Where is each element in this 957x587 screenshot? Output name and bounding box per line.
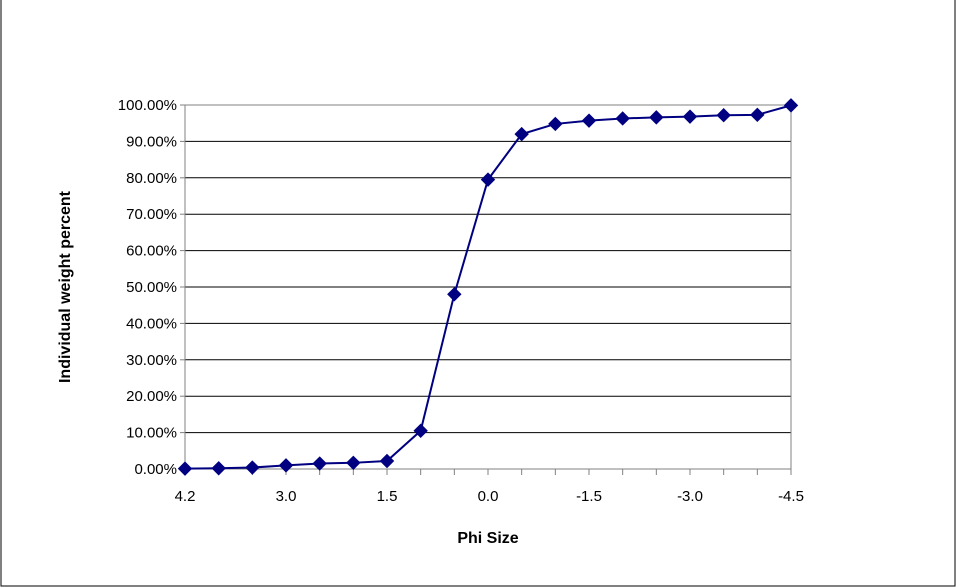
x-tick-label: 1.5	[377, 488, 398, 505]
data-point-marker	[278, 458, 294, 473]
x-axis-title: Phi Size	[457, 530, 518, 547]
data-point-marker	[413, 423, 428, 438]
y-tick-label: 70.00%	[126, 206, 177, 223]
x-tick-label: -4.5	[778, 488, 804, 505]
y-tick-label: 40.00%	[126, 315, 177, 332]
data-point-marker	[447, 287, 462, 302]
y-axis-ticks: 0.00% 10.00% 20.00% 30.00% 40.00% 50.00% 60.00…	[118, 97, 185, 478]
data-point-marker	[783, 98, 799, 113]
y-tick-label: 60.00%	[126, 243, 177, 260]
data-point-marker	[346, 455, 361, 471]
data-point-marker	[312, 456, 327, 471]
x-tick-label: -3.0	[677, 488, 703, 505]
x-tick-label: 3.0	[276, 488, 297, 505]
y-tick-label: 20.00%	[126, 388, 177, 405]
x-tick-label: 4.2	[175, 488, 196, 505]
data-point-marker	[177, 461, 193, 476]
data-point-marker	[245, 460, 260, 475]
data-point-marker	[548, 116, 563, 132]
y-tick-label: 30.00%	[126, 352, 177, 369]
y-tick-label: 90.00%	[126, 133, 177, 150]
data-point-marker	[379, 453, 395, 469]
x-axis-ticks: 4.2 3.0 1.5 0.0 -1.5 -3.0 -4.5	[175, 469, 804, 505]
data-point-marker	[716, 107, 731, 123]
x-tick-label: 0.0	[478, 488, 499, 505]
y-tick-label: 50.00%	[126, 279, 177, 296]
data-point-marker	[211, 461, 226, 476]
y-tick-label: 10.00%	[126, 425, 177, 442]
y-axis-title: Individual weight percent	[57, 190, 74, 383]
y-tick-label: 80.00%	[126, 170, 177, 187]
data-series	[177, 98, 799, 476]
x-tick-label: -1.5	[576, 488, 602, 505]
data-point-marker	[682, 109, 698, 124]
y-tick-label: 0.00%	[134, 461, 177, 478]
data-point-marker	[649, 110, 664, 125]
data-point-marker	[750, 107, 765, 123]
data-point-marker	[581, 113, 597, 128]
data-point-marker	[480, 172, 496, 187]
data-point-marker	[615, 111, 630, 126]
data-point-marker	[514, 126, 529, 142]
y-tick-label: 100.00%	[118, 97, 177, 114]
